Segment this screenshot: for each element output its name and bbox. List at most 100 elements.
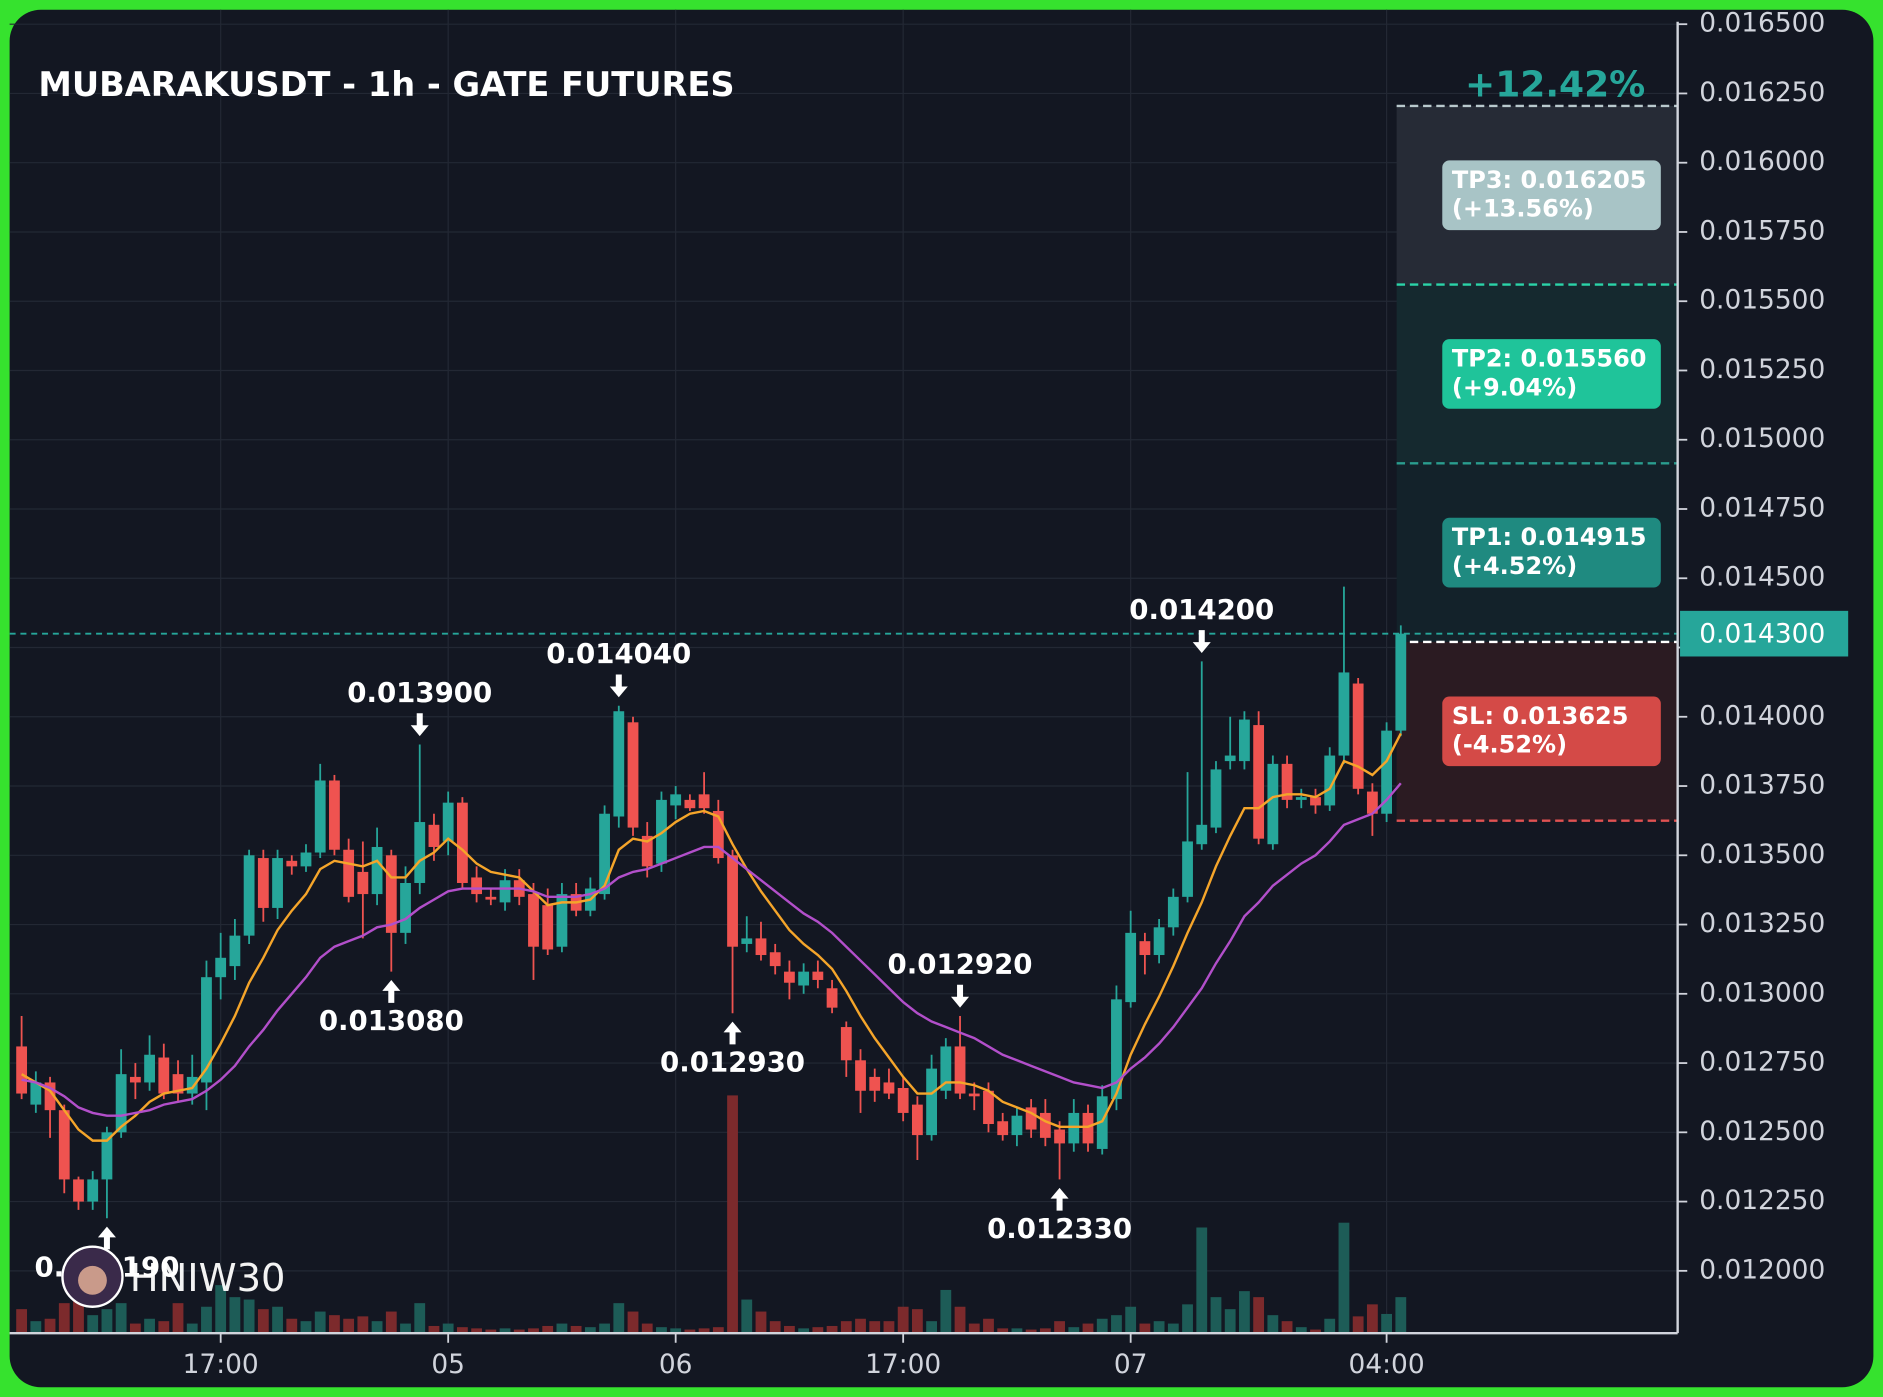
candle-body (201, 977, 212, 1083)
volume-bar (1111, 1315, 1122, 1334)
candle-body (101, 1132, 113, 1180)
volume-bar (471, 1328, 483, 1334)
volume-bar (1054, 1321, 1065, 1334)
level-pct: (-4.52%) (1452, 731, 1567, 759)
candle-body (1039, 1112, 1051, 1138)
annotation-arrow (1192, 630, 1211, 653)
volume-bar (997, 1328, 1009, 1334)
candle-body (329, 780, 340, 850)
volume-bar (201, 1306, 212, 1334)
candle-body (1253, 725, 1265, 839)
volume-bar (1153, 1321, 1165, 1334)
annotation-label: 0.014200 (1129, 593, 1274, 626)
volume-bar (286, 1318, 298, 1334)
x-tick-label: 17:00 (865, 1349, 941, 1380)
volume-bar (1096, 1318, 1108, 1334)
volume-bar (158, 1321, 170, 1334)
moving-averages (21, 732, 1402, 1142)
annotation-label: 0.013080 (319, 1004, 464, 1037)
volume-bar (741, 1299, 753, 1334)
candle-body (712, 810, 724, 859)
chart-title: MUBARAKUSDT - 1h - GATE FUTURES (38, 65, 734, 104)
volume-bar (300, 1321, 312, 1334)
volume-bar (115, 1303, 127, 1334)
volume-bar (1167, 1323, 1179, 1334)
volume-bar (385, 1311, 397, 1334)
volume-bar (1082, 1323, 1094, 1334)
candle-body (1096, 1096, 1108, 1149)
candle-body (1054, 1129, 1065, 1144)
volume-bar (30, 1321, 42, 1334)
candle-body (1082, 1112, 1094, 1144)
candle-body (257, 858, 269, 908)
x-tick-label: 17:00 (183, 1349, 259, 1380)
level-label: TP3: 0.016205 (1452, 166, 1647, 194)
candle-body (1196, 824, 1208, 845)
candle-body (926, 1068, 938, 1136)
volume-bar (826, 1325, 838, 1334)
y-tick-label: 0.012250 (1699, 1185, 1825, 1216)
level-pct: (+9.04%) (1452, 373, 1577, 401)
candle-body (1338, 672, 1350, 756)
candle-body (997, 1121, 1009, 1136)
candle-body (1125, 932, 1137, 1003)
volume-bar (627, 1311, 639, 1334)
candle-body (798, 971, 810, 986)
candle-body (869, 1076, 881, 1091)
volume-bar (215, 1285, 227, 1334)
annotation-arrow (97, 1226, 116, 1250)
candle-body (1011, 1115, 1023, 1136)
candle-body (670, 794, 682, 806)
volume-bar (727, 1095, 738, 1334)
volume-bar (400, 1323, 411, 1334)
candle-body (73, 1179, 84, 1202)
y-tick-label: 0.013750 (1699, 770, 1825, 801)
level-box (1442, 339, 1661, 409)
candle-body (812, 971, 824, 980)
candle-body (44, 1082, 56, 1111)
volume-bar (129, 1323, 141, 1334)
candle-body (784, 971, 795, 983)
annotation-label: 0.014040 (546, 637, 691, 670)
candle-body (58, 1110, 70, 1180)
volume-bar (968, 1323, 980, 1334)
candle-body (599, 813, 610, 895)
candle-body (385, 855, 397, 933)
candle-body (1267, 763, 1279, 845)
volume-bar (172, 1303, 184, 1334)
watermark-text: HNIW30 (130, 1256, 286, 1301)
annotation-arrow (609, 674, 628, 698)
y-tick-label: 0.012000 (1699, 1254, 1825, 1285)
volume-bar (1281, 1321, 1293, 1334)
current-price-tag (1680, 610, 1849, 657)
volume-bar (812, 1327, 824, 1334)
candle-body (144, 1054, 155, 1083)
candle-body (1381, 730, 1393, 814)
annotation-arrow (382, 980, 401, 1003)
volume-bar (556, 1323, 568, 1334)
volume-bar (371, 1321, 383, 1334)
candle-body (627, 722, 639, 828)
candle-body (314, 780, 326, 853)
y-tick-label: 0.015250 (1699, 354, 1825, 385)
y-tick-label: 0.014750 (1699, 493, 1825, 524)
volume-bar (1295, 1327, 1307, 1334)
volume-bar (670, 1328, 682, 1334)
volume-bar (1381, 1313, 1393, 1334)
volume-bar (428, 1325, 440, 1334)
candle-body (428, 824, 440, 847)
candle-body (1366, 791, 1378, 814)
candle-body (897, 1087, 909, 1113)
candle-body (826, 988, 838, 1008)
candle-body (528, 894, 539, 947)
volume-bar (442, 1323, 454, 1334)
volume-bar (357, 1316, 369, 1334)
volume-bar (229, 1297, 241, 1334)
candle-body (727, 855, 738, 947)
candle-body (1167, 896, 1179, 928)
volume-bar (940, 1289, 952, 1334)
y-tick-label: 0.016000 (1699, 146, 1825, 177)
candle-body (968, 1093, 980, 1097)
candle-body (16, 1046, 28, 1094)
